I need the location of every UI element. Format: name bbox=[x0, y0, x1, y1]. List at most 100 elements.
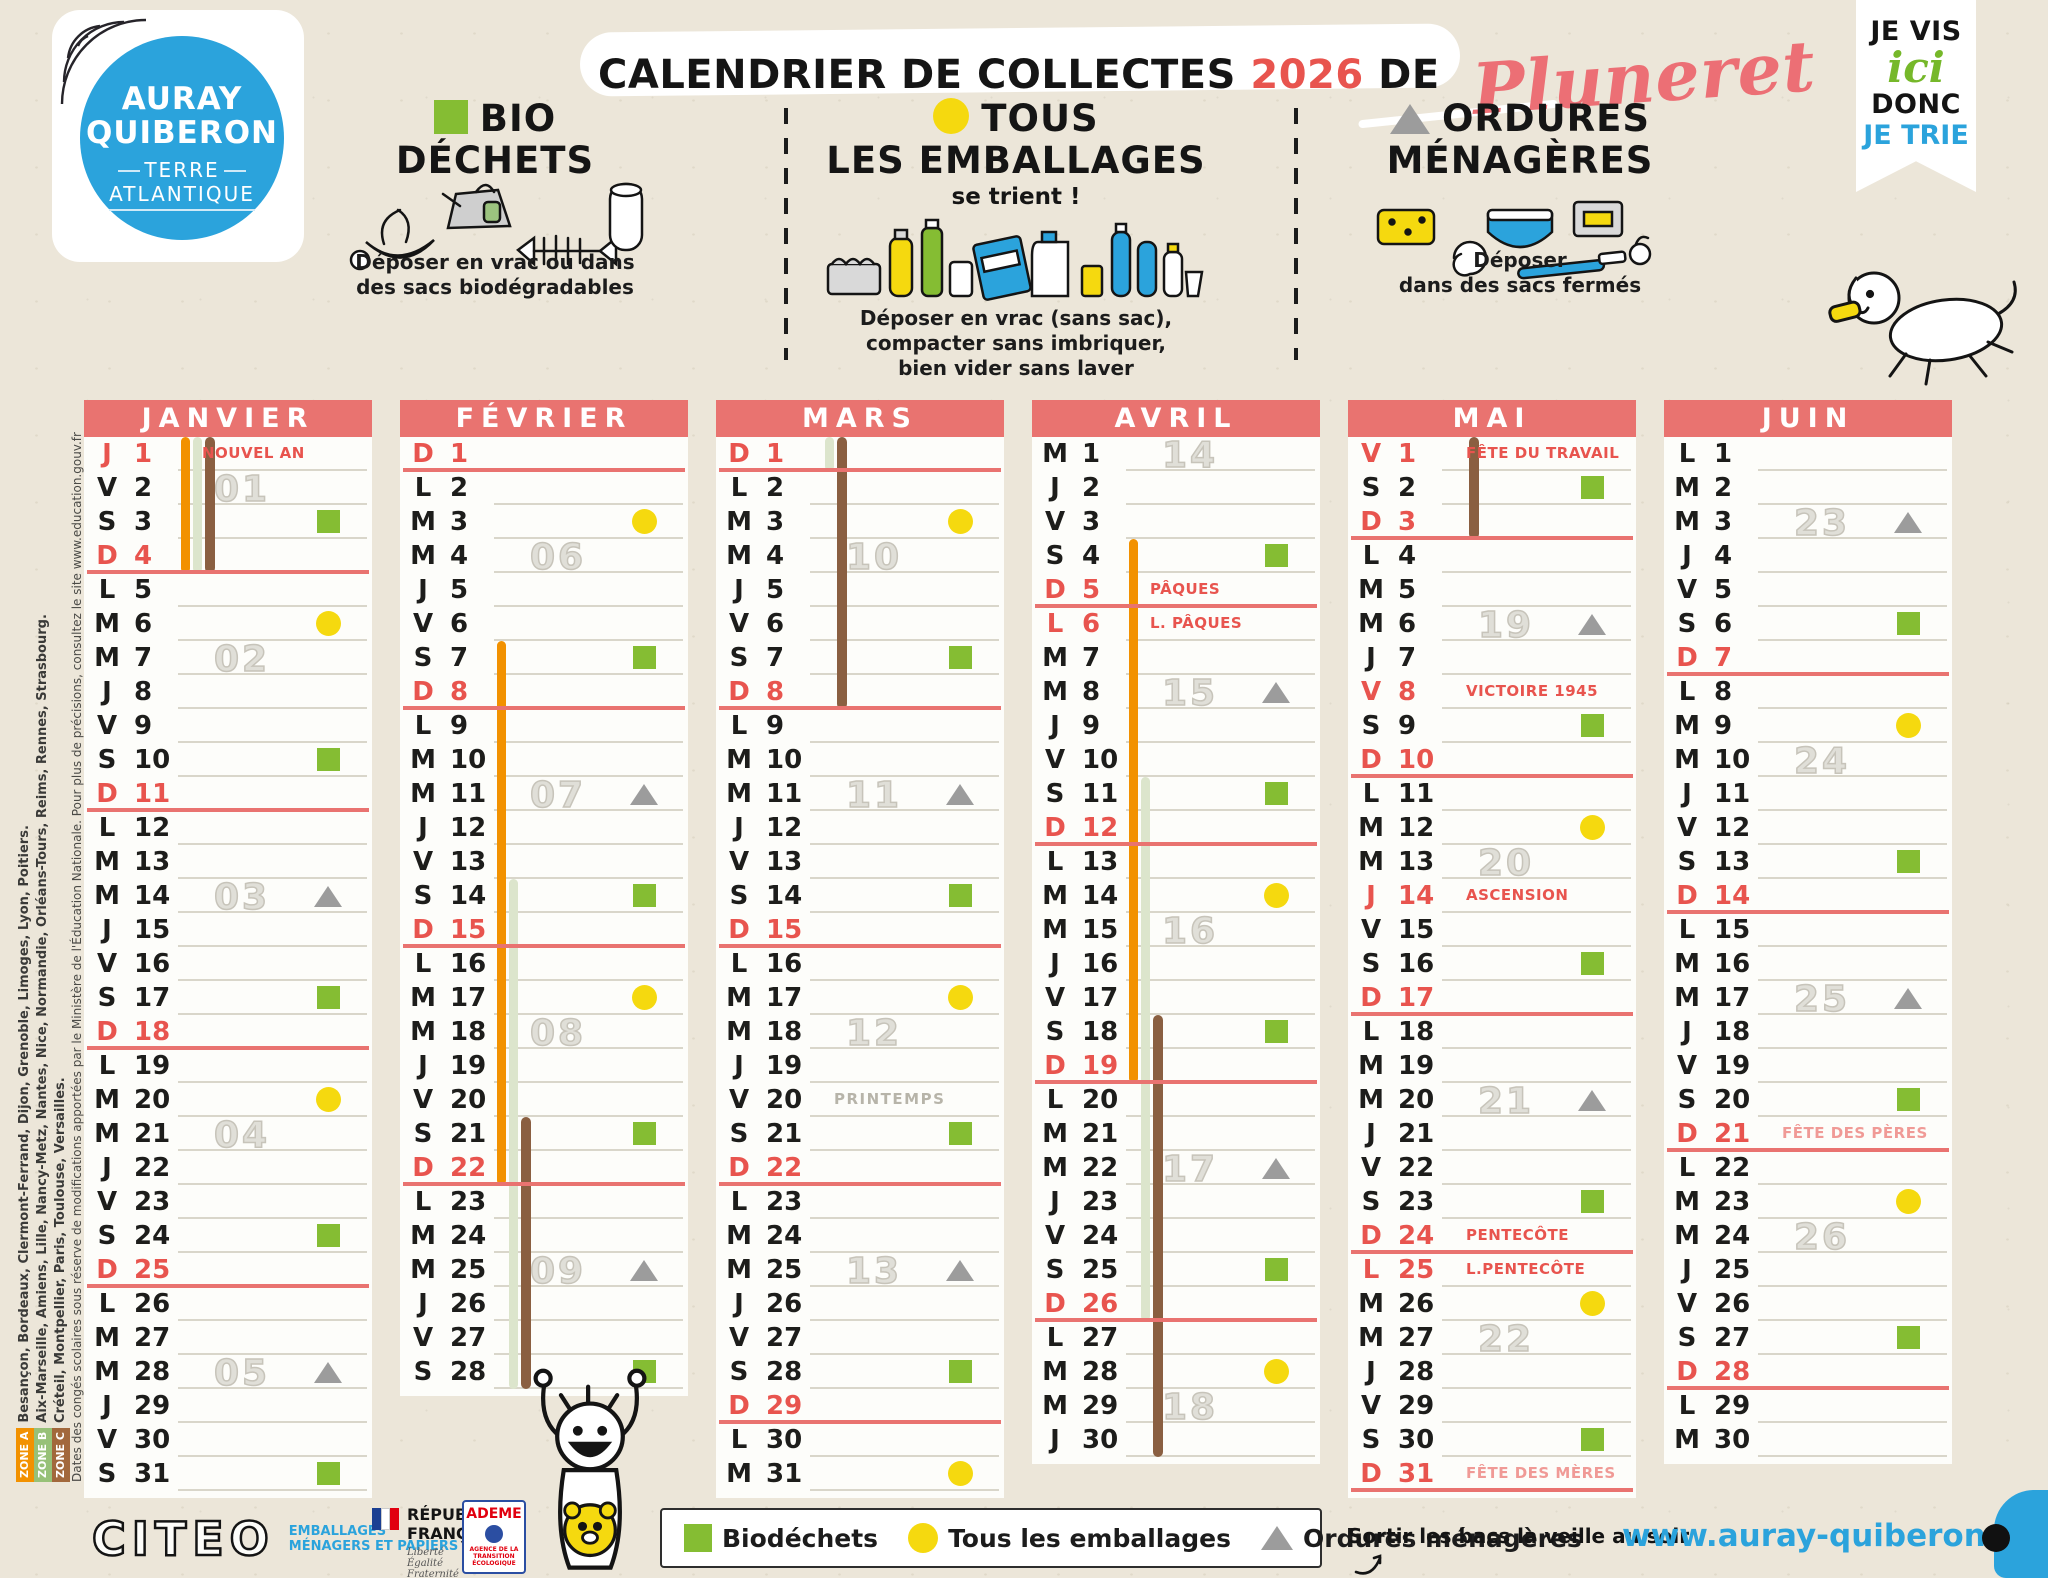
day-row: J 25 bbox=[1664, 1253, 1952, 1287]
holiday-label: ASCENSION bbox=[1466, 886, 1569, 904]
row-line bbox=[178, 1387, 367, 1389]
row-line bbox=[810, 1489, 999, 1491]
day-row: V 19 bbox=[1664, 1049, 1952, 1083]
day-number: 25 bbox=[1082, 1255, 1119, 1285]
day-letter: S bbox=[1361, 1187, 1381, 1217]
day-row: S 17 bbox=[84, 981, 372, 1015]
day-letter: L bbox=[1678, 915, 1696, 945]
row-line bbox=[178, 741, 367, 743]
day-letter: V bbox=[412, 1323, 434, 1353]
day-number: 21 bbox=[1082, 1119, 1119, 1149]
day-number: 7 bbox=[1398, 643, 1417, 673]
row-line bbox=[1442, 1149, 1631, 1151]
day-letter: M bbox=[94, 609, 120, 639]
day-letter: J bbox=[418, 813, 428, 843]
day-number: 24 bbox=[766, 1221, 803, 1251]
day-number: 24 bbox=[1082, 1221, 1119, 1251]
biodechets-square-icon bbox=[1581, 952, 1604, 975]
row-line bbox=[1126, 1183, 1315, 1185]
day-number: 25 bbox=[134, 1255, 171, 1285]
day-number: 20 bbox=[766, 1085, 803, 1115]
day-number: 16 bbox=[450, 949, 487, 979]
day-row: J 15 bbox=[84, 913, 372, 947]
row-line bbox=[1126, 1149, 1315, 1151]
day-row: V 20 bbox=[400, 1083, 688, 1117]
day-letter: M bbox=[410, 1017, 436, 1047]
day-letter: V bbox=[96, 1187, 118, 1217]
logo-text: QUIBERON bbox=[85, 115, 279, 151]
day-letter: V bbox=[1044, 745, 1066, 775]
day-row: D 19 bbox=[1032, 1049, 1320, 1084]
row-line bbox=[178, 911, 367, 913]
biodechets-square-icon bbox=[1581, 714, 1604, 737]
row-line bbox=[494, 1149, 683, 1151]
day-number: 19 bbox=[766, 1051, 803, 1081]
day-number: 15 bbox=[1714, 915, 1751, 945]
day-number: 6 bbox=[766, 609, 785, 639]
month-header: AVRIL bbox=[1032, 400, 1320, 437]
day-number: 27 bbox=[1398, 1323, 1435, 1353]
day-row: D 10 bbox=[1348, 743, 1636, 778]
day-number: 11 bbox=[1082, 779, 1119, 809]
row-line bbox=[1758, 1115, 1947, 1117]
day-number: 21 bbox=[766, 1119, 803, 1149]
day-letter: D bbox=[728, 1391, 750, 1421]
day-letter: M bbox=[1358, 1085, 1384, 1115]
row-line bbox=[494, 1047, 683, 1049]
biodechets-square-icon bbox=[633, 646, 656, 669]
day-number: 17 bbox=[766, 983, 803, 1013]
day-number: 19 bbox=[134, 1051, 171, 1081]
day-letter: M bbox=[1042, 1391, 1068, 1421]
row-line bbox=[178, 1353, 367, 1355]
day-row: V 20 PRINTEMPS bbox=[716, 1083, 1004, 1117]
row-line bbox=[1126, 1217, 1315, 1219]
row-line bbox=[719, 706, 1001, 710]
row-line bbox=[178, 1081, 367, 1083]
row-line bbox=[1442, 945, 1631, 947]
day-letter: M bbox=[1358, 575, 1384, 605]
day-row: M 20 21 bbox=[1348, 1080, 1636, 1123]
month-header: FÉVRIER bbox=[400, 400, 688, 437]
row-line bbox=[1126, 775, 1315, 777]
day-number: 3 bbox=[1082, 507, 1101, 537]
day-row: M 29 18 bbox=[1032, 1386, 1320, 1429]
day-letter: V bbox=[728, 609, 750, 639]
day-letter: S bbox=[1677, 1323, 1697, 1353]
day-number: 17 bbox=[1082, 983, 1119, 1013]
title-year: 2026 bbox=[1250, 52, 1364, 98]
day-row: S 11 bbox=[1032, 777, 1320, 811]
row-line bbox=[1126, 1047, 1315, 1049]
holiday-label: PENTECÔTE bbox=[1466, 1226, 1570, 1244]
row-line bbox=[494, 979, 683, 981]
day-row: V 8 VICTOIRE 1945 bbox=[1348, 675, 1636, 709]
day-row: M 6 19 bbox=[1348, 604, 1636, 647]
day-number: 2 bbox=[766, 473, 785, 503]
row-line bbox=[178, 503, 367, 505]
day-letter: V bbox=[1676, 1289, 1698, 1319]
row-line bbox=[1667, 910, 1949, 914]
day-number: 1 bbox=[1398, 439, 1417, 469]
day-row: D 17 bbox=[1348, 981, 1636, 1016]
row-line bbox=[1442, 605, 1631, 607]
day-number: 5 bbox=[134, 575, 153, 605]
row-line bbox=[1442, 1115, 1631, 1117]
day-row: D 24 PENTECÔTE bbox=[1348, 1219, 1636, 1254]
week-number: 10 bbox=[845, 536, 903, 579]
emballages-circle-icon bbox=[1264, 1359, 1289, 1384]
day-letter: L bbox=[98, 1051, 116, 1081]
day-number: 21 bbox=[1398, 1119, 1435, 1149]
day-row: M 25 13 bbox=[716, 1250, 1004, 1293]
emballages-circle-icon bbox=[632, 509, 657, 534]
day-number: 5 bbox=[766, 575, 785, 605]
week-number: 15 bbox=[1161, 672, 1219, 715]
row-line bbox=[1442, 1081, 1631, 1083]
